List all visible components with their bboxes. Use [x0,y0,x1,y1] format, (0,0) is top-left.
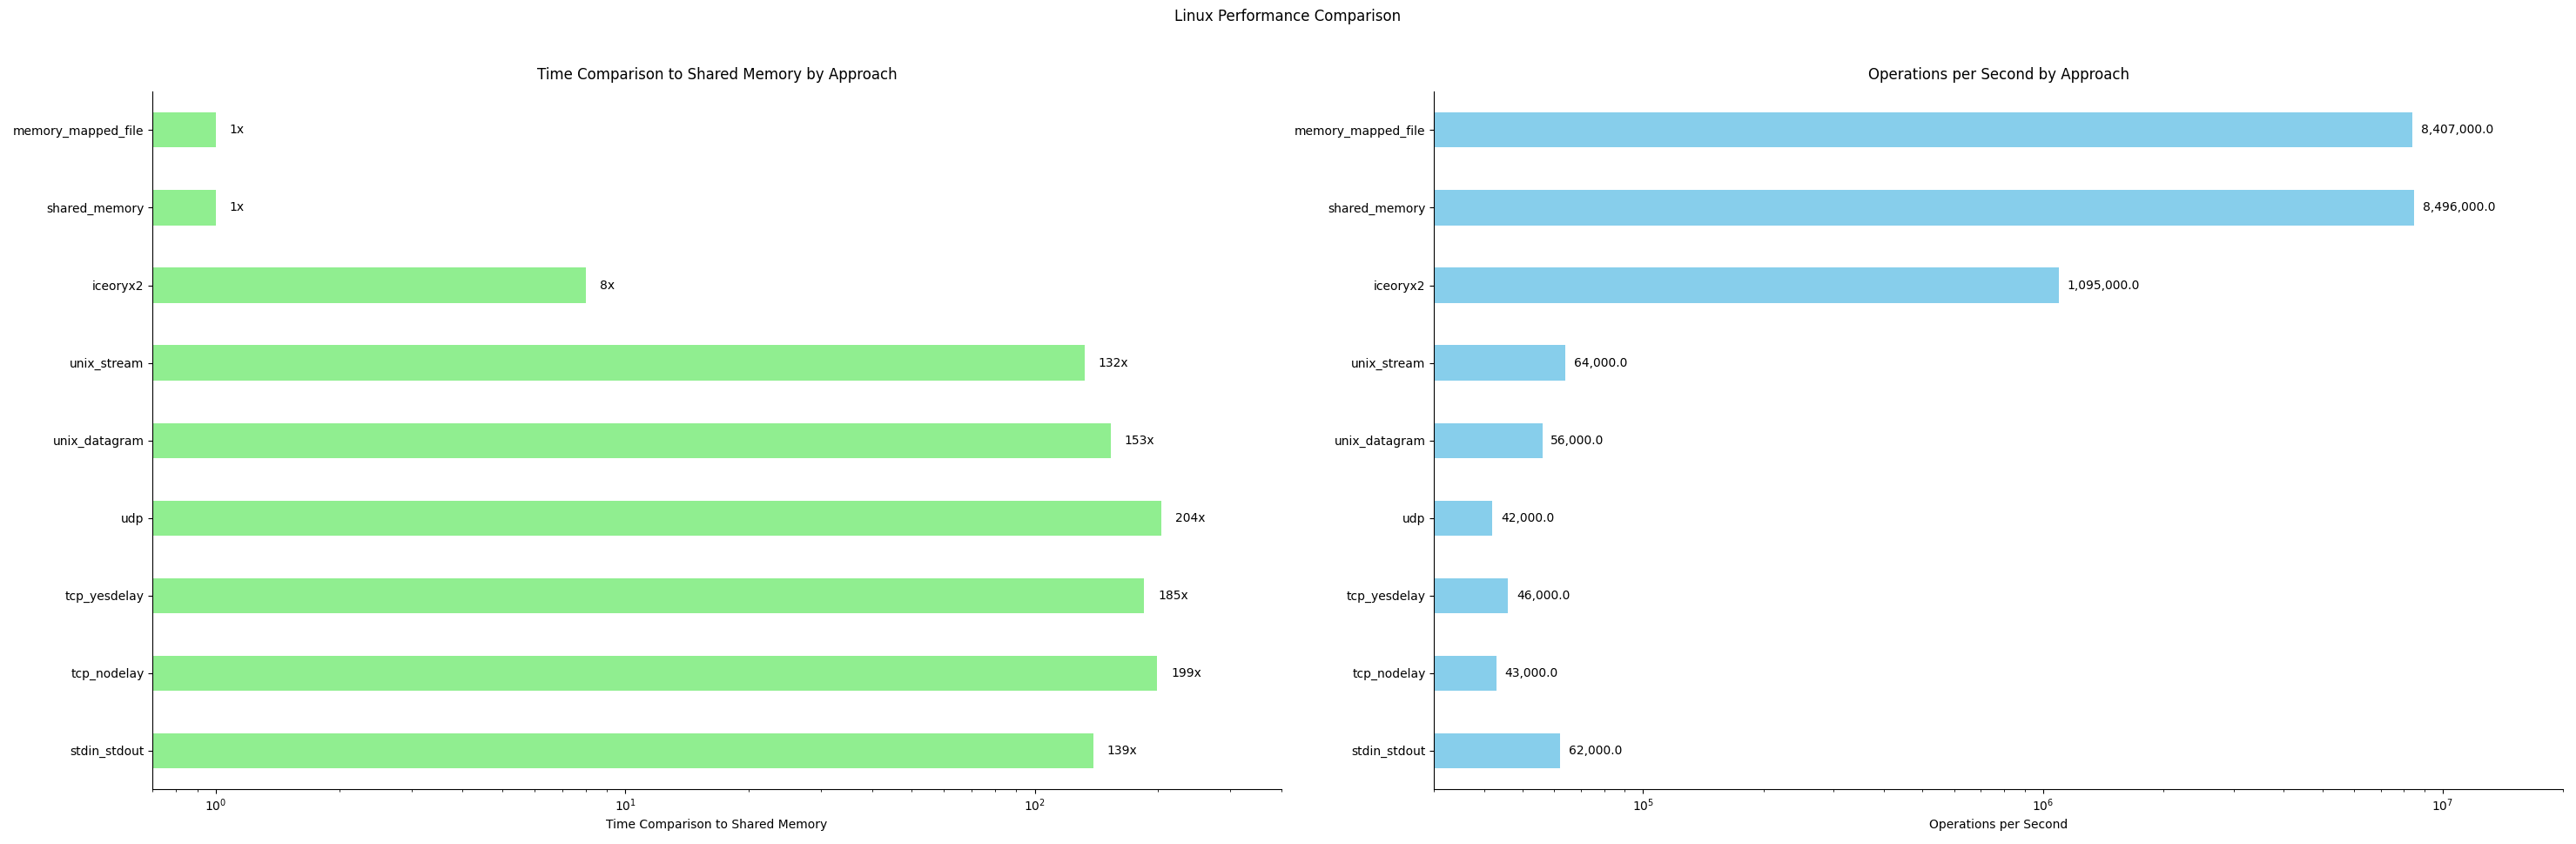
Text: Linux Performance Comparison: Linux Performance Comparison [1175,8,1401,24]
Text: 62,000.0: 62,000.0 [1569,744,1623,756]
Bar [0,423,1110,457]
Text: 1x: 1x [229,124,245,136]
Bar [0,578,1144,613]
Text: 1,095,000.0: 1,095,000.0 [2066,279,2141,291]
Bar [0,656,1497,690]
Text: 1x: 1x [229,202,245,214]
Bar [0,268,2058,303]
Text: 46,000.0: 46,000.0 [1517,589,1571,602]
Bar [0,500,1492,535]
Bar [0,423,1543,457]
Bar [0,113,2414,148]
Bar [0,733,1092,768]
Bar [0,345,1566,381]
Text: 42,000.0: 42,000.0 [1502,511,1553,524]
Text: 43,000.0: 43,000.0 [1504,667,1558,679]
Text: 8,496,000.0: 8,496,000.0 [2424,202,2496,214]
Bar [0,345,1084,381]
Bar [0,268,585,303]
Title: Operations per Second by Approach: Operations per Second by Approach [1868,68,2128,83]
Title: Time Comparison to Shared Memory by Approach: Time Comparison to Shared Memory by Appr… [536,68,896,83]
Text: 56,000.0: 56,000.0 [1551,434,1605,446]
Bar [0,656,1157,690]
Text: 204x: 204x [1175,511,1206,524]
Bar [0,190,216,225]
Bar [0,733,1561,768]
X-axis label: Time Comparison to Shared Memory: Time Comparison to Shared Memory [605,819,827,831]
Bar [0,500,1162,535]
Text: 132x: 132x [1097,357,1128,369]
Bar [0,190,2414,225]
Text: 139x: 139x [1108,744,1139,756]
Bar [0,578,1507,613]
Bar [0,113,216,148]
X-axis label: Operations per Second: Operations per Second [1929,819,2069,831]
Text: 8,407,000.0: 8,407,000.0 [2421,124,2494,136]
Text: 64,000.0: 64,000.0 [1574,357,1628,369]
Text: 153x: 153x [1123,434,1154,446]
Text: 185x: 185x [1159,589,1188,602]
Text: 199x: 199x [1172,667,1200,679]
Text: 8x: 8x [600,279,613,291]
